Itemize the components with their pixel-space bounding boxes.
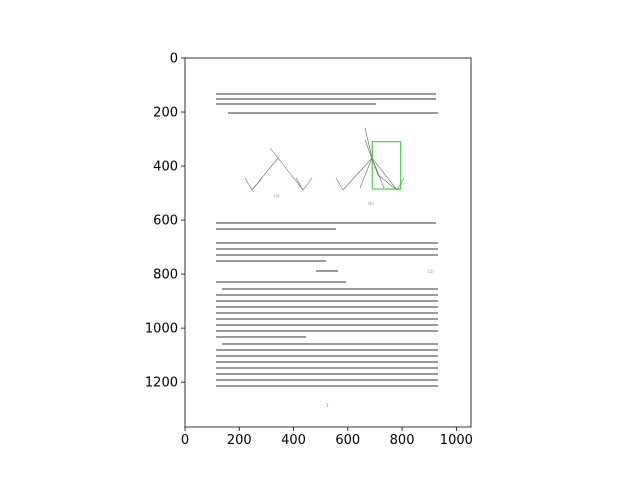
x-tick-label: 400 [281, 433, 306, 448]
y-tick-label: 600 [153, 214, 178, 229]
equation: (2) [316, 269, 434, 274]
paragraph-top [216, 93, 438, 114]
page-number: 1 [326, 403, 329, 408]
document-page-image: (a) (b) (2) [185, 58, 471, 427]
x-tick-label: 1000 [440, 433, 473, 448]
svg-text:(a): (a) [274, 193, 280, 198]
x-axis: 0 200 400 600 800 1000 [181, 427, 473, 448]
x-tick-label: 200 [227, 433, 252, 448]
paragraph-lower [216, 281, 438, 387]
figure-caption [216, 222, 436, 230]
x-tick-label: 0 [181, 433, 189, 448]
equation-number: (2) [428, 269, 434, 274]
axes-frame [184, 57, 472, 428]
x-tick-label: 600 [335, 433, 360, 448]
y-tick-label: 800 [153, 268, 178, 283]
diagram-right: (b) [335, 127, 405, 206]
x-tick-label: 800 [390, 433, 415, 448]
svg-text:(b): (b) [368, 201, 374, 206]
highlight-box [371, 141, 402, 190]
paragraph-middle [216, 242, 438, 262]
y-tick-label: 1200 [145, 376, 178, 391]
y-tick-label: 200 [153, 106, 178, 121]
y-tick-label: 400 [153, 160, 178, 175]
y-axis: 0 200 400 600 800 1000 1200 [145, 52, 185, 391]
y-tick-label: 1000 [145, 322, 178, 337]
y-tick-label: 0 [170, 52, 178, 67]
diagram-left: (a) [244, 147, 313, 198]
